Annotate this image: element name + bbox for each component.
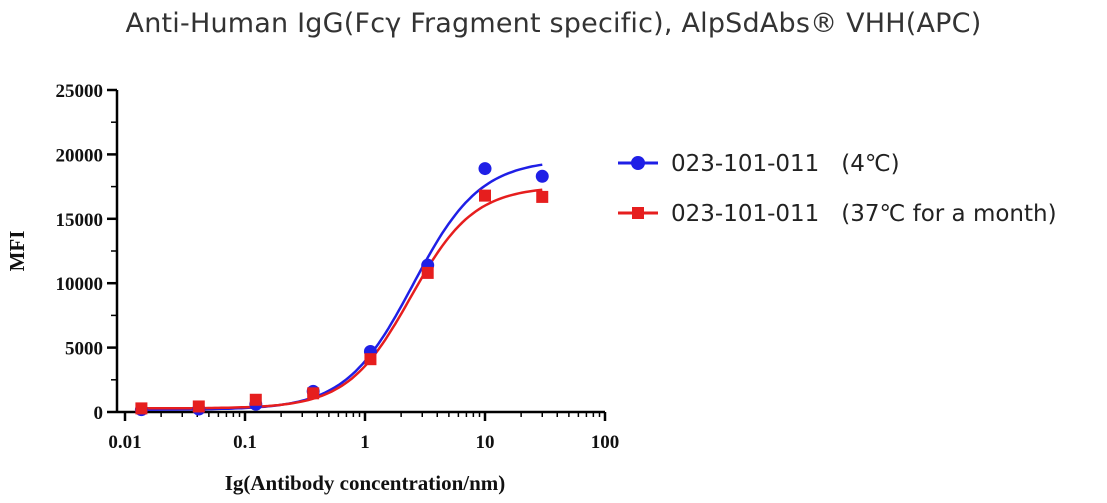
axes: 0.01 0.1 1 10 100 0 5000 10000 15000 20000 25000 [56,81,620,453]
y-tick-label: 10000 [56,274,104,295]
x-tick-label: 100 [591,432,620,453]
data-point-series-2 [364,353,377,366]
fit-curves [141,163,543,411]
legend-marker-square [632,207,644,219]
data-point-series-2 [249,393,262,406]
x-tick-label: 0.01 [108,432,141,453]
y-tick-label: 25000 [56,81,104,102]
x-tick-label: 0.1 [233,432,257,453]
data-point-series-2 [536,190,549,203]
legend-marker-circle [631,156,645,170]
data-points [134,162,549,417]
data-point-series-2 [479,189,491,202]
legend: 023-101-011 (4℃) 023-101-011 (37℃ for a m… [618,151,1057,227]
y-axis-title: MFI [5,231,29,272]
x-axis-title: Ig(Antibody concentration/nm) [225,471,506,495]
data-point-series-1 [535,169,549,183]
data-point-series-2 [135,402,148,415]
chart-title: Anti-Human IgG(Fcγ Fragment specific), A… [125,8,982,39]
y-tick-label: 20000 [56,145,104,166]
legend-label-series-1: 023-101-011 (4℃) [671,151,900,177]
x-tick-label: 1 [360,432,370,453]
y-tick-label: 15000 [56,210,104,231]
x-tick-label: 10 [476,432,495,453]
data-point-series-2 [421,266,434,279]
y-tick-label: 5000 [65,339,103,360]
fit-curve-series-2 [141,188,543,410]
data-point-series-1 [478,162,492,176]
data-point-series-2 [192,400,205,413]
y-tick-label: 0 [94,403,104,424]
data-point-series-2 [307,387,320,400]
legend-label-series-2: 023-101-011 (37℃ for a month) [671,201,1057,227]
